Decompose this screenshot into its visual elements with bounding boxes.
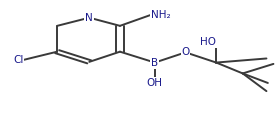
Text: O: O — [181, 47, 190, 57]
Text: HO: HO — [200, 37, 216, 47]
Text: N: N — [85, 13, 93, 23]
Text: OH: OH — [147, 78, 163, 88]
Text: B: B — [151, 58, 158, 68]
Text: Cl: Cl — [13, 55, 24, 65]
Text: NH₂: NH₂ — [151, 10, 170, 20]
